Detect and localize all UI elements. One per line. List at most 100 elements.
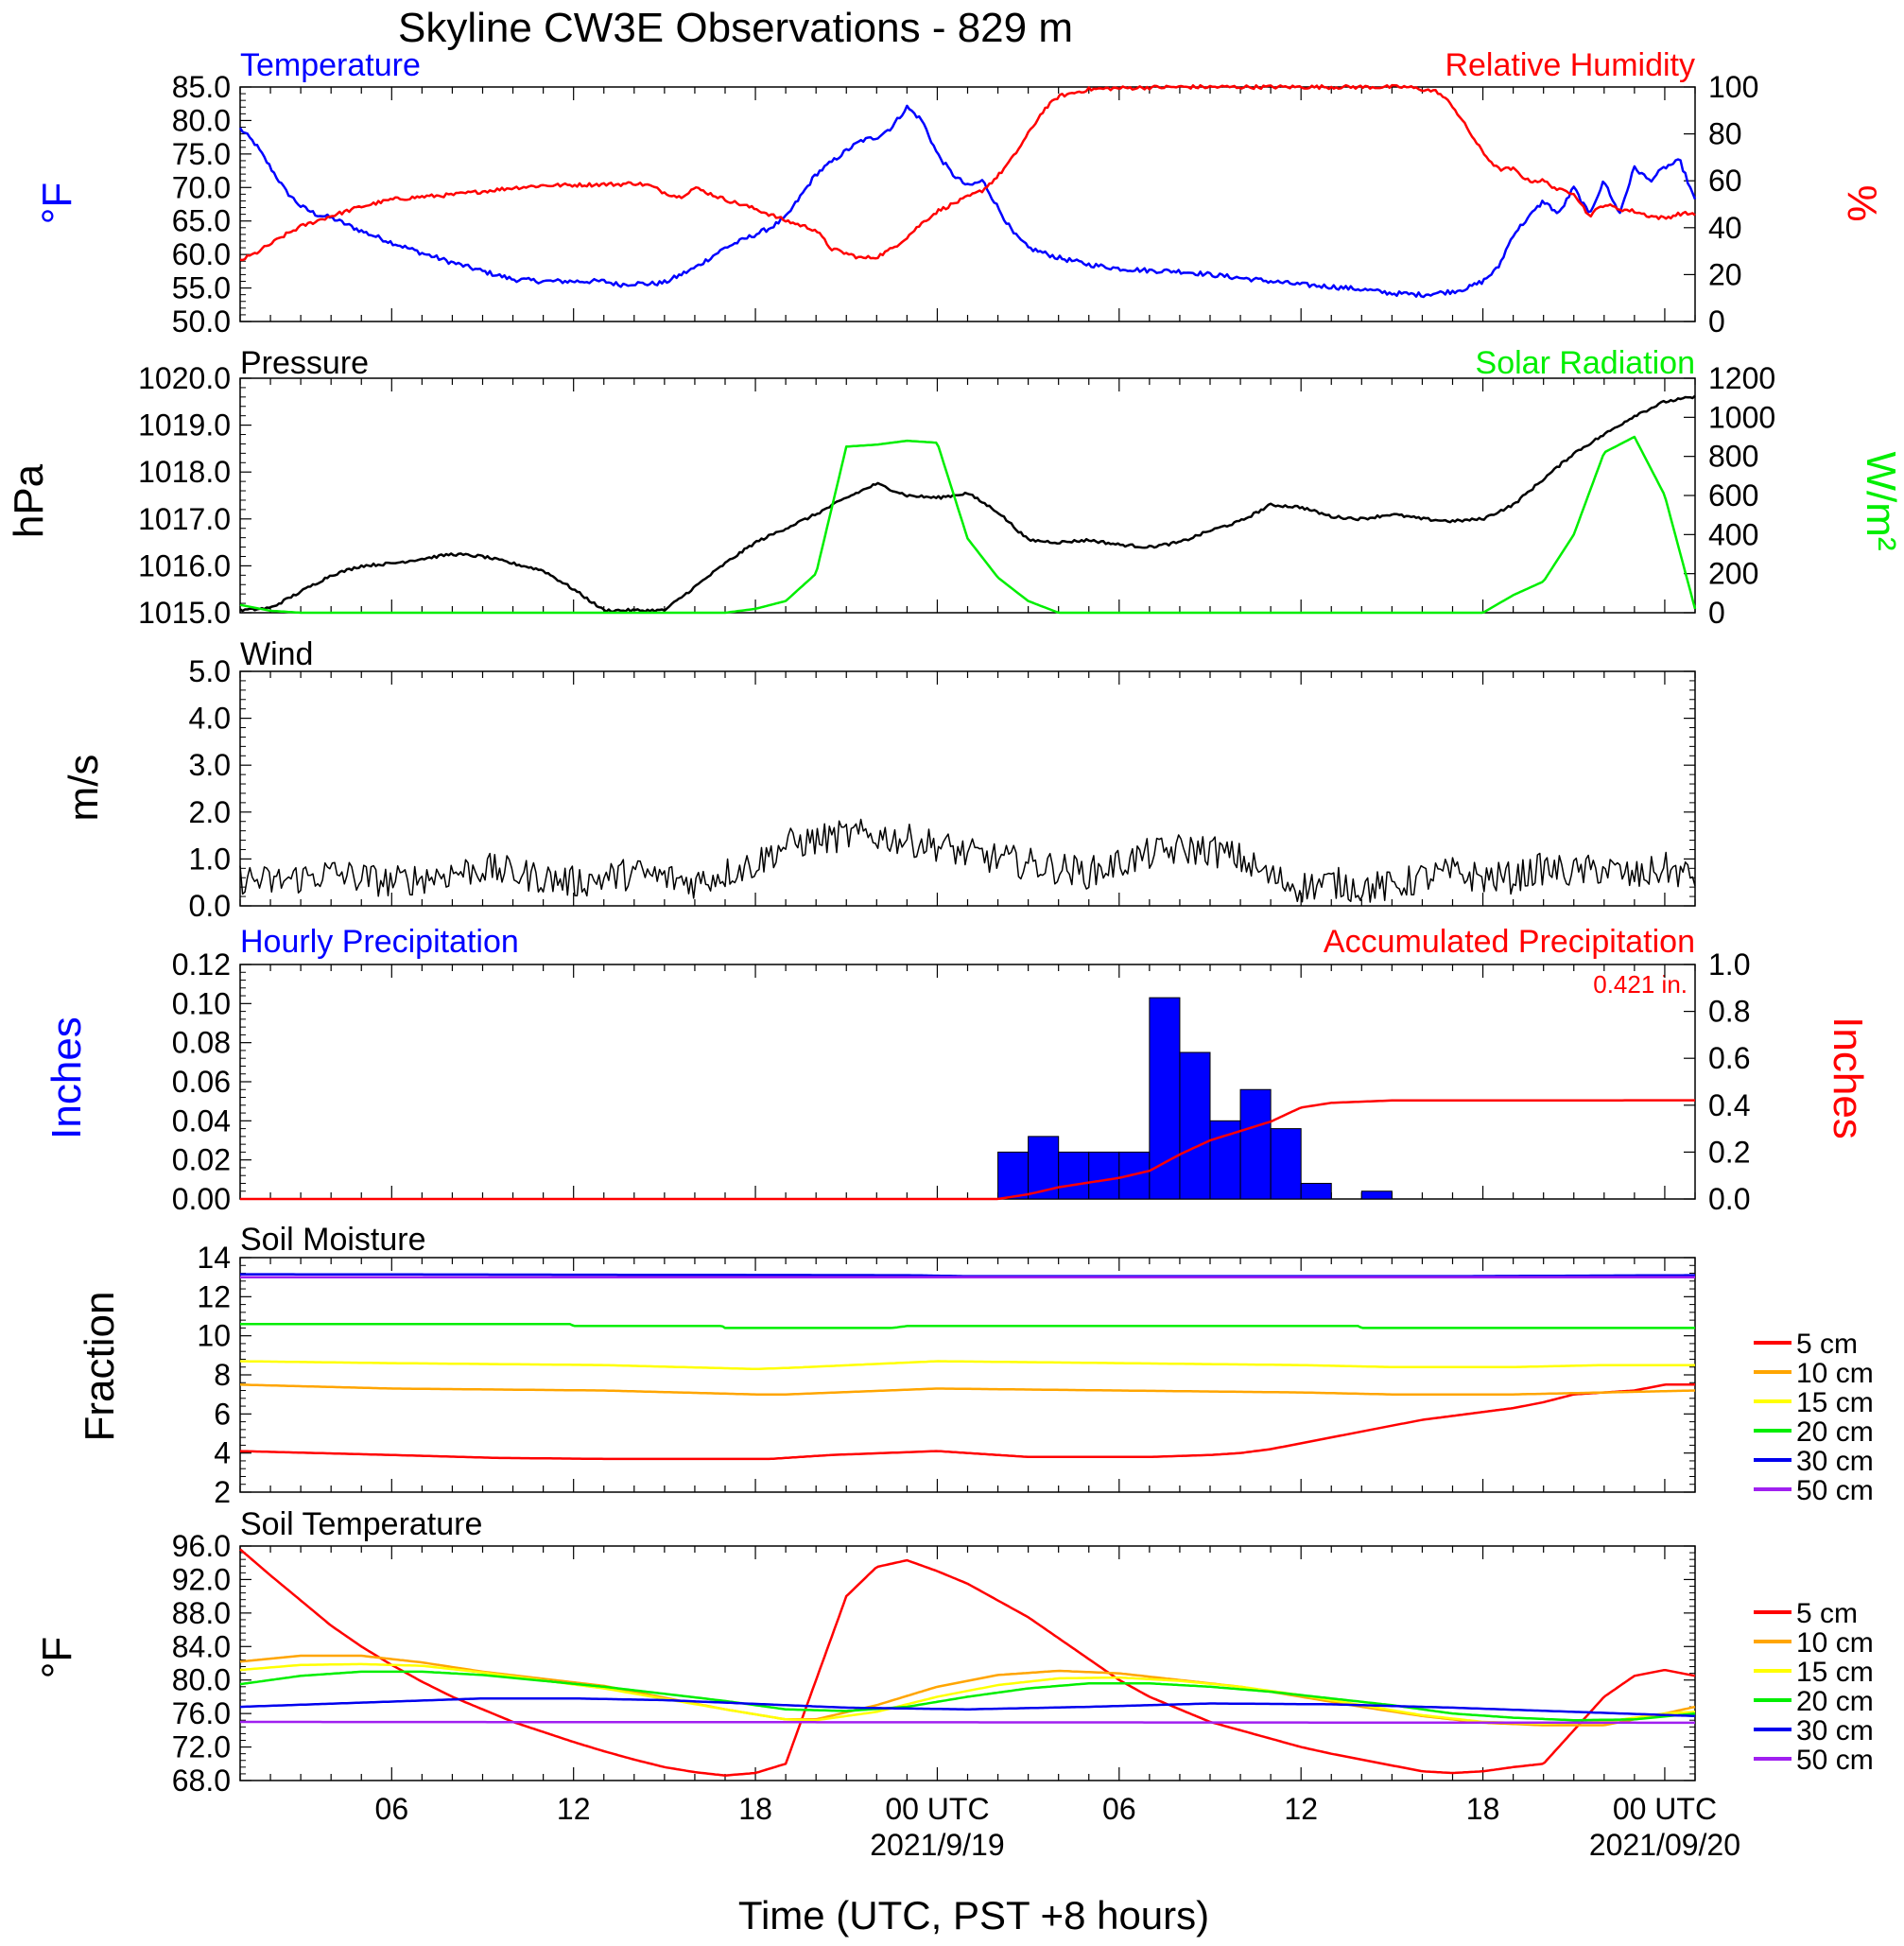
y-tick-label-left: 1015.0: [138, 596, 231, 630]
accum-precip-title: Accumulated Precipitation: [1324, 924, 1695, 960]
accum-precip-ylabel: Inches: [1825, 1016, 1871, 1139]
precip-bar: [1058, 1151, 1090, 1200]
x-tick-label: 06: [375, 1792, 409, 1826]
y-tick-label-left: 80.0: [172, 1663, 231, 1697]
precip-bar: [1270, 1128, 1302, 1200]
y-tick-label-right: 1.0: [1708, 947, 1750, 982]
y-tick-label-left: 0.04: [172, 1103, 231, 1138]
plot-frame: [239, 377, 1696, 614]
wind-title: Wind: [240, 636, 313, 672]
legend-label: 15 cm: [1796, 1657, 1874, 1688]
accum-precip-total: 0.421 in.: [1593, 970, 1688, 999]
series-line: [239, 1383, 1696, 1396]
legend-label: 5 cm: [1796, 1329, 1858, 1360]
series-line: [240, 1323, 1695, 1329]
series-line: [239, 435, 1697, 615]
y-tick-label-right: 0.6: [1708, 1041, 1750, 1075]
plot-frame: [239, 964, 1696, 1200]
precip-bar: [1179, 1051, 1211, 1200]
x-tick-label: 18: [738, 1792, 772, 1826]
pressure-solar-plot: 1015.0 1016.0 1017.0 1018.0 1019.0 1020.0 0 200…: [138, 361, 1775, 630]
y-tick-label-left: 88.0: [172, 1596, 231, 1630]
y-tick-label-left: 2: [214, 1475, 231, 1509]
series-line: [239, 394, 1696, 614]
y-tick-label-left: 1018.0: [138, 455, 231, 489]
legend-label: 10 cm: [1796, 1358, 1874, 1389]
precipitation-plot: 0.00 0.02 0.04 0.06 0.08 0.10 0.12 0.0 0.2 0.4 0.6…: [172, 947, 1751, 1216]
y-tick-label-right: 400: [1708, 517, 1758, 551]
y-tick-label-left: 55.0: [172, 271, 231, 305]
wind-plot: 0.0 1.0 2.0 3.0 4.0 5.0: [189, 654, 1696, 923]
x-axis-label: Time (UTC, PST +8 hours): [738, 1893, 1209, 1937]
y-tick-label-left: 0.10: [172, 986, 231, 1020]
y-tick-label-left: 0.0: [189, 889, 231, 923]
series-line: [240, 1099, 1695, 1201]
series-line: [239, 1360, 1695, 1371]
wind-ylabel: m/s: [61, 755, 107, 822]
precipitation-panel: Hourly Precipitation Accumulated Precipi…: [43, 924, 1871, 1216]
series-line: [240, 83, 1696, 262]
legend-label: 30 cm: [1796, 1446, 1874, 1477]
y-tick-label-left: 12: [197, 1279, 231, 1313]
y-tick-label-left: 75.0: [172, 137, 231, 171]
y-tick-label-left: 5.0: [189, 654, 231, 688]
series-line: [238, 104, 1697, 299]
y-tick-label-left: 68.0: [172, 1764, 231, 1798]
y-tick-label-left: 8: [214, 1358, 231, 1392]
soil-moisture-title: Soil Moisture: [240, 1222, 426, 1258]
solar-title: Solar Radiation: [1476, 345, 1695, 381]
temperature-humidity-plot: 50.055.060.065.070.075.080.085.0 0 20 40 60 8…: [172, 70, 1759, 339]
x-tick-label: 12: [557, 1792, 591, 1826]
x-tick-label: 00 UTC: [885, 1792, 989, 1826]
y-tick-label-left: 1017.0: [138, 502, 231, 536]
series-line: [239, 818, 1696, 903]
y-tick-label-left: 2.0: [189, 795, 231, 829]
y-tick-label-right: 80: [1708, 117, 1742, 151]
x-tick-label: 12: [1284, 1792, 1318, 1826]
y-tick-label-right: 40: [1708, 211, 1742, 245]
y-tick-label-right: 0: [1708, 596, 1725, 630]
y-tick-label-left: 0.06: [172, 1065, 231, 1099]
soil-moisture-panel: Soil Moisture Fraction 2 4 6 8 10 12 14 5 cm10 …: [77, 1222, 1874, 1509]
y-tick-label-left: 76.0: [172, 1696, 231, 1730]
y-tick-label-left: 14: [197, 1241, 231, 1275]
legend-label: 20 cm: [1796, 1416, 1874, 1448]
y-tick-label-left: 0.08: [172, 1026, 231, 1060]
legend-label: 5 cm: [1796, 1598, 1858, 1629]
series-line: [240, 1720, 1695, 1725]
soil-temperature-ylabel: °F: [34, 1637, 80, 1678]
hourly-precip-ylabel: Inches: [43, 1016, 90, 1139]
hourly-precip-title: Hourly Precipitation: [240, 924, 519, 960]
y-tick-label-right: 100: [1708, 70, 1758, 104]
y-tick-label-left: 3.0: [189, 748, 231, 782]
y-tick-label-left: 6: [214, 1397, 231, 1431]
y-tick-label-left: 4.0: [189, 702, 231, 736]
y-tick-label-right: 0.4: [1708, 1088, 1750, 1122]
plot-frame: [239, 1545, 1696, 1781]
y-tick-label-left: 70.0: [172, 170, 231, 204]
y-tick-label-left: 80.0: [172, 103, 231, 137]
y-tick-label-left: 92.0: [172, 1562, 231, 1596]
y-tick-label-right: 1000: [1708, 400, 1775, 434]
y-tick-label-left: 65.0: [172, 204, 231, 238]
humidity-title: Relative Humidity: [1445, 47, 1695, 83]
y-tick-label-left: 1.0: [189, 842, 231, 876]
y-tick-label-left: 85.0: [172, 70, 231, 104]
precip-bar: [1300, 1182, 1332, 1200]
x-date-label: 2021/09/20: [1589, 1828, 1740, 1862]
legend-label: 20 cm: [1796, 1686, 1874, 1717]
y-tick-label-right: 200: [1708, 557, 1758, 591]
y-tick-label-left: 4: [214, 1436, 231, 1470]
precip-bar: [997, 1151, 1030, 1200]
y-tick-label-right: 0.0: [1708, 1182, 1750, 1216]
y-tick-label-left: 1020.0: [138, 361, 231, 395]
soil-temperature-title: Soil Temperature: [240, 1506, 482, 1542]
temperature-title: Temperature: [240, 47, 421, 83]
legend-label: 30 cm: [1796, 1715, 1874, 1746]
y-tick-label-left: 50.0: [172, 304, 231, 339]
series-line: [239, 1383, 1695, 1461]
y-tick-label-left: 60.0: [172, 237, 231, 271]
temperature-ylabel: °F: [34, 182, 80, 224]
